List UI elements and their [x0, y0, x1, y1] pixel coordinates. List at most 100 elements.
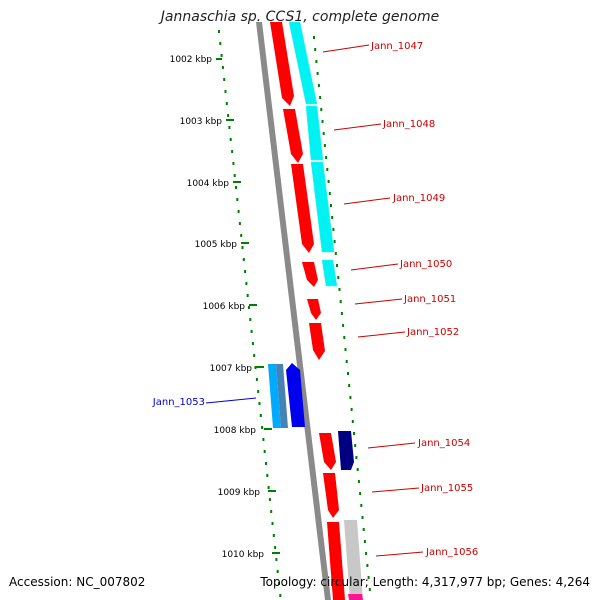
scale-dot: [279, 594, 282, 597]
scale-dot-right: [314, 48, 317, 51]
cyan-feature-3[interactable]: [310, 161, 335, 253]
scale-dot-right: [331, 216, 334, 219]
scale-dot-right: [359, 492, 362, 495]
scale-dot-right: [340, 312, 343, 315]
scale-dot: [258, 402, 261, 405]
scale-dot: [261, 426, 264, 429]
scale-dot-right: [333, 240, 336, 243]
scale-dot-right: [355, 456, 358, 459]
map-title: Jannaschia sp. CCS1, complete genome: [160, 9, 440, 25]
scale-label-1005: 1005 kbp: [195, 240, 249, 250]
scale-dot: [249, 318, 252, 321]
scale-dot-right: [348, 384, 351, 387]
gene-jann-1047-shape[interactable]: [270, 22, 294, 106]
scale-dot: [266, 474, 269, 477]
scale-dot-right: [338, 288, 341, 291]
scale-dot-right: [320, 108, 323, 111]
svg-text:1003 kbp: 1003 kbp: [180, 117, 223, 127]
scale-dot: [225, 102, 228, 105]
scale-dot: [257, 390, 260, 393]
cyan-feature-1[interactable]: [288, 21, 318, 105]
gene-label-jann-1053[interactable]: Jann_1053: [152, 397, 257, 408]
scale-label-1009: 1009 kbp: [218, 488, 276, 498]
scale-dot: [263, 450, 266, 453]
scale-dot-right: [325, 156, 328, 159]
svg-text:Jann_1055: Jann_1055: [420, 483, 473, 494]
gene-jann-1049-shape[interactable]: [291, 164, 314, 253]
scale-dot: [242, 258, 245, 261]
gene-label-jann-1054[interactable]: Jann_1054: [367, 438, 470, 449]
gene-label-jann-1049[interactable]: Jann_1049: [343, 193, 445, 205]
scale-dot: [248, 306, 250, 309]
scale-dot-right: [362, 528, 365, 531]
scale-dot-right: [366, 564, 369, 567]
svg-text:1010 kbp: 1010 kbp: [222, 550, 265, 560]
scale-dot-right: [368, 588, 371, 591]
svg-text:Jann_1053: Jann_1053: [152, 397, 205, 408]
scale-dot-right: [337, 276, 340, 279]
scale-dot: [259, 414, 262, 417]
scale-dot: [224, 90, 227, 93]
svg-text:Jann_1048: Jann_1048: [382, 119, 435, 130]
svg-text:1004 kbp: 1004 kbp: [187, 179, 230, 189]
cyan-feature-4[interactable]: [321, 259, 338, 287]
scale-dot: [272, 534, 275, 537]
svg-text:1009 kbp: 1009 kbp: [218, 488, 261, 498]
scale-dot: [265, 462, 267, 465]
scale-dot-right: [350, 408, 353, 411]
gene-jann-1053-blue-shape[interactable]: [286, 363, 305, 427]
scale-dot-right: [321, 120, 324, 123]
gene-jann-1051-shape[interactable]: [307, 299, 321, 320]
scale-dot-right: [351, 420, 354, 423]
scale-dot: [275, 558, 278, 561]
gene-jann-1050-shape[interactable]: [302, 262, 318, 287]
scale-dot: [231, 150, 234, 153]
scale-dot-right: [323, 144, 326, 147]
svg-text:Jann_1050: Jann_1050: [399, 259, 452, 270]
scale-label-1007: 1007 kbp: [210, 364, 264, 374]
scale-dot: [262, 438, 265, 441]
magenta-feature[interactable]: [348, 594, 363, 600]
right-scale-ruler: [313, 36, 371, 591]
scale-dot: [271, 522, 274, 525]
scale-dot: [250, 330, 253, 333]
svg-text:Jann_1047: Jann_1047: [370, 41, 423, 52]
scale-dot-right: [339, 300, 342, 303]
gene-jann-1054-shape[interactable]: [319, 433, 336, 470]
genome-backbone: [256, 22, 331, 600]
gene-jann-1055-shape[interactable]: [323, 473, 339, 518]
gene-label-jann-1051[interactable]: Jann_1051: [354, 294, 456, 305]
gene-label-jann-1047[interactable]: Jann_1047: [322, 41, 423, 53]
scale-dot-right: [332, 228, 335, 231]
scale-dot-right: [327, 180, 330, 183]
scale-dot-right: [342, 324, 345, 327]
scale-label-1004: 1004 kbp: [187, 179, 241, 189]
scale-dot-right: [361, 516, 364, 519]
svg-text:Jann_1056: Jann_1056: [425, 547, 478, 558]
scale-dot: [218, 30, 220, 33]
scale-dot: [235, 186, 237, 189]
scale-dot-right: [357, 480, 360, 483]
gray-feature[interactable]: [344, 520, 363, 600]
cyan-feature-2[interactable]: [305, 105, 324, 161]
gene-label-jann-1056[interactable]: Jann_1056: [375, 547, 478, 558]
gene-jann-1056-shape[interactable]: [327, 522, 345, 600]
navy-feature[interactable]: [338, 431, 354, 470]
gene-label-jann-1055[interactable]: Jann_1055: [371, 483, 473, 494]
scale-label-1010: 1010 kbp: [222, 550, 280, 560]
scale-dot-right: [313, 36, 315, 39]
gene-jann-1052-shape[interactable]: [309, 323, 325, 360]
gene-label-jann-1050[interactable]: Jann_1050: [350, 259, 452, 271]
scale-dot: [223, 78, 226, 81]
gene-label-jann-1052[interactable]: Jann_1052: [357, 327, 459, 338]
gene-jann-1053-light-shape[interactable]: [268, 364, 281, 428]
scale-dot: [221, 66, 224, 69]
scale-label-1003: 1003 kbp: [180, 117, 234, 127]
scale-dot-right: [353, 432, 355, 435]
gene-jann-1053-steel-shape[interactable]: [276, 364, 288, 428]
scale-dot: [253, 354, 256, 357]
scale-dot: [233, 174, 236, 177]
gene-jann-1048-shape[interactable]: [283, 109, 303, 163]
gene-label-jann-1048[interactable]: Jann_1048: [333, 119, 435, 131]
